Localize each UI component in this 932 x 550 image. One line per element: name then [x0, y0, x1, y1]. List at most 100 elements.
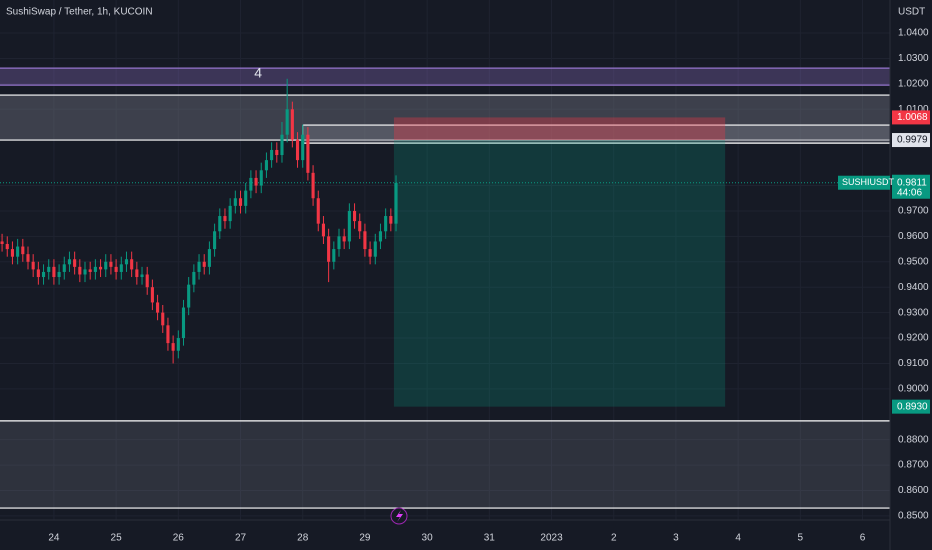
x-tick-label: 2023 [540, 533, 563, 544]
candle-body [358, 221, 362, 232]
y-tick-label: 0.9200 [898, 333, 929, 344]
candle-body [368, 249, 372, 257]
candle-body [52, 266, 56, 278]
candle-body [275, 149, 279, 156]
y-tick-label: 1.0200 [898, 79, 929, 90]
y-tick-label: 0.9100 [898, 358, 929, 369]
candle-body [166, 325, 170, 344]
x-tick-label: 2 [611, 533, 617, 544]
candle-body [352, 210, 357, 222]
x-tick-label: 30 [422, 533, 434, 544]
candle-body [389, 216, 393, 224]
candle-body [88, 269, 92, 272]
candle-body [249, 177, 253, 191]
candle-body [78, 266, 82, 275]
x-tick-label: 31 [484, 533, 496, 544]
candle-body [10, 249, 14, 257]
candle-body [280, 134, 284, 156]
x-tick-label: 28 [297, 533, 309, 544]
y-tick-label: 0.8600 [898, 485, 929, 496]
candle-body [233, 198, 237, 206]
candle-body [99, 266, 103, 270]
candle-body [187, 284, 191, 308]
y-tick-label: 1.0100 [898, 104, 929, 115]
candle-body [202, 261, 206, 267]
candle-body [295, 139, 300, 161]
candle-body [223, 216, 227, 222]
candle-body [306, 134, 310, 173]
price-label-bg [892, 110, 930, 125]
candle-body [16, 246, 20, 257]
chart-title: SushiSwap / Tether, 1h, KUCOIN [6, 7, 153, 18]
zone [0, 420, 890, 509]
candle-body [130, 259, 134, 270]
price-label: 0.9979 [897, 135, 928, 146]
candle-body [73, 259, 77, 267]
candle-body [109, 261, 113, 267]
stop-zone [393, 117, 726, 141]
x-tick-label: 29 [359, 533, 371, 544]
candle-body [114, 266, 118, 272]
candle-body [311, 172, 315, 199]
y-tick-label: 1.0400 [898, 28, 929, 39]
candle-body [57, 271, 61, 278]
last-price-label: 0.9811 [897, 177, 927, 188]
price-label: 1.0068 [897, 112, 928, 123]
last-price-bg [892, 174, 930, 199]
y-tick-label: 1.0300 [898, 53, 929, 64]
zone [0, 95, 890, 141]
price-label: 0.8930 [897, 401, 928, 412]
candle-body [384, 216, 388, 232]
candle-body [176, 338, 180, 351]
candle-body [135, 269, 139, 278]
candle-body [150, 287, 154, 303]
x-tick-label: 24 [48, 533, 60, 544]
candle-body [21, 246, 25, 255]
candle-body [41, 271, 46, 278]
y-tick-label: 0.9700 [898, 206, 929, 217]
candle-body [119, 264, 123, 272]
x-tick-label: 3 [673, 533, 679, 544]
candle-body [181, 307, 186, 339]
candle-body [316, 198, 320, 224]
candle-body [259, 170, 263, 186]
candle-body [290, 109, 294, 140]
candle-body [285, 109, 289, 135]
unit-label: USDT [898, 7, 925, 18]
candle-body [145, 274, 149, 288]
event-icon [396, 510, 403, 522]
candle-body [47, 266, 51, 272]
candle-body [36, 269, 40, 278]
candle-body [347, 210, 351, 242]
candle-body [244, 190, 248, 206]
candle-body [140, 274, 144, 278]
candle-body [363, 231, 367, 250]
countdown: 44:06 [897, 187, 922, 198]
candle-body [0, 241, 4, 244]
candle-body [156, 302, 160, 313]
candle-body [238, 198, 243, 206]
candle-body [62, 264, 66, 272]
candle-body [264, 160, 268, 171]
candle-body [171, 343, 175, 351]
candle-body [197, 261, 201, 272]
candle-body [228, 205, 232, 222]
candle-body [93, 266, 97, 272]
candle-body [218, 216, 222, 232]
zone [302, 125, 890, 144]
price-label-bg [892, 133, 930, 148]
candle-body [342, 236, 346, 242]
candle-body [26, 254, 30, 262]
candle-body [254, 177, 258, 186]
price-label-bg [892, 399, 930, 414]
y-tick-label: 0.8500 [898, 511, 929, 522]
y-tick-label: 0.8700 [898, 460, 929, 471]
candle-body [124, 259, 129, 265]
candle-body [161, 312, 165, 326]
symbol-bg [838, 175, 890, 190]
candle-body [5, 243, 9, 250]
symbol-label: SUSHIUSDT [842, 177, 895, 187]
x-tick-label: 26 [173, 533, 185, 544]
